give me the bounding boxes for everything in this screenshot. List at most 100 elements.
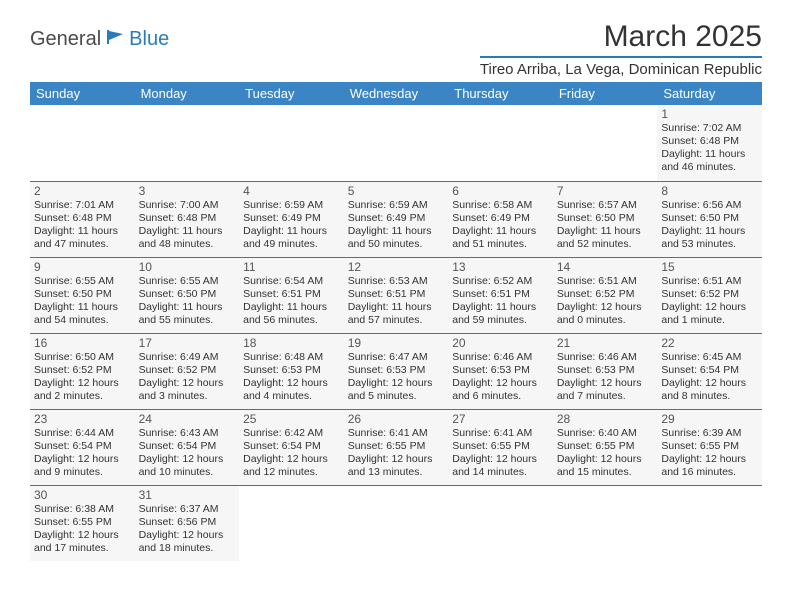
sunset-line: Sunset: 6:48 PM	[34, 212, 131, 225]
day-number: 21	[557, 336, 654, 350]
day-number: 14	[557, 260, 654, 274]
calendar-cell: 23Sunrise: 6:44 AMSunset: 6:54 PMDayligh…	[30, 409, 135, 485]
calendar-cell: 7Sunrise: 6:57 AMSunset: 6:50 PMDaylight…	[553, 181, 658, 257]
day-info: Sunrise: 6:51 AMSunset: 6:52 PMDaylight:…	[661, 275, 758, 328]
daylight-line: Daylight: 12 hours and 7 minutes.	[557, 377, 654, 403]
daylight-line: Daylight: 12 hours and 9 minutes.	[34, 453, 131, 479]
calendar-row: 16Sunrise: 6:50 AMSunset: 6:52 PMDayligh…	[30, 333, 762, 409]
calendar-cell: 3Sunrise: 7:00 AMSunset: 6:48 PMDaylight…	[135, 181, 240, 257]
calendar-cell: 9Sunrise: 6:55 AMSunset: 6:50 PMDaylight…	[30, 257, 135, 333]
calendar-cell: 17Sunrise: 6:49 AMSunset: 6:52 PMDayligh…	[135, 333, 240, 409]
calendar-cell: 1Sunrise: 7:02 AMSunset: 6:48 PMDaylight…	[657, 105, 762, 181]
sunrise-line: Sunrise: 6:49 AM	[139, 351, 236, 364]
day-number: 31	[139, 488, 236, 502]
daylight-line: Daylight: 12 hours and 16 minutes.	[661, 453, 758, 479]
sunset-line: Sunset: 6:50 PM	[34, 288, 131, 301]
day-number: 3	[139, 184, 236, 198]
day-number: 20	[452, 336, 549, 350]
logo: General Blue	[30, 28, 169, 51]
sunrise-line: Sunrise: 7:02 AM	[661, 122, 758, 135]
calendar-cell: 14Sunrise: 6:51 AMSunset: 6:52 PMDayligh…	[553, 257, 658, 333]
daylight-line: Daylight: 12 hours and 14 minutes.	[452, 453, 549, 479]
sunrise-line: Sunrise: 6:50 AM	[34, 351, 131, 364]
day-number: 28	[557, 412, 654, 426]
calendar-cell: 24Sunrise: 6:43 AMSunset: 6:54 PMDayligh…	[135, 409, 240, 485]
calendar-cell: 15Sunrise: 6:51 AMSunset: 6:52 PMDayligh…	[657, 257, 762, 333]
calendar-cell: 27Sunrise: 6:41 AMSunset: 6:55 PMDayligh…	[448, 409, 553, 485]
calendar-row: 30Sunrise: 6:38 AMSunset: 6:55 PMDayligh…	[30, 485, 762, 561]
sunset-line: Sunset: 6:54 PM	[34, 440, 131, 453]
daylight-line: Daylight: 12 hours and 13 minutes.	[348, 453, 445, 479]
calendar-cell: 20Sunrise: 6:46 AMSunset: 6:53 PMDayligh…	[448, 333, 553, 409]
day-info: Sunrise: 6:46 AMSunset: 6:53 PMDaylight:…	[557, 351, 654, 404]
calendar-cell: 13Sunrise: 6:52 AMSunset: 6:51 PMDayligh…	[448, 257, 553, 333]
day-info: Sunrise: 6:43 AMSunset: 6:54 PMDaylight:…	[139, 427, 236, 480]
sunrise-line: Sunrise: 6:43 AM	[139, 427, 236, 440]
day-info: Sunrise: 6:53 AMSunset: 6:51 PMDaylight:…	[348, 275, 445, 328]
day-info: Sunrise: 6:46 AMSunset: 6:53 PMDaylight:…	[452, 351, 549, 404]
sunrise-line: Sunrise: 7:01 AM	[34, 199, 131, 212]
calendar-row: 1Sunrise: 7:02 AMSunset: 6:48 PMDaylight…	[30, 105, 762, 181]
day-info: Sunrise: 6:55 AMSunset: 6:50 PMDaylight:…	[34, 275, 131, 328]
day-number: 6	[452, 184, 549, 198]
day-number: 23	[34, 412, 131, 426]
daylight-line: Daylight: 11 hours and 47 minutes.	[34, 225, 131, 251]
day-number: 26	[348, 412, 445, 426]
day-info: Sunrise: 6:45 AMSunset: 6:54 PMDaylight:…	[661, 351, 758, 404]
daylight-line: Daylight: 12 hours and 15 minutes.	[557, 453, 654, 479]
daylight-line: Daylight: 12 hours and 0 minutes.	[557, 301, 654, 327]
daylight-line: Daylight: 12 hours and 5 minutes.	[348, 377, 445, 403]
day-info: Sunrise: 6:51 AMSunset: 6:52 PMDaylight:…	[557, 275, 654, 328]
day-number: 2	[34, 184, 131, 198]
calendar-cell: 29Sunrise: 6:39 AMSunset: 6:55 PMDayligh…	[657, 409, 762, 485]
daylight-line: Daylight: 12 hours and 12 minutes.	[243, 453, 340, 479]
day-info: Sunrise: 6:59 AMSunset: 6:49 PMDaylight:…	[348, 199, 445, 252]
sunset-line: Sunset: 6:49 PM	[348, 212, 445, 225]
calendar-cell: 11Sunrise: 6:54 AMSunset: 6:51 PMDayligh…	[239, 257, 344, 333]
header: General Blue March 2025 Tireo Arriba, La…	[30, 20, 762, 78]
sunrise-line: Sunrise: 6:54 AM	[243, 275, 340, 288]
sunrise-line: Sunrise: 6:59 AM	[243, 199, 340, 212]
day-number: 11	[243, 260, 340, 274]
sunrise-line: Sunrise: 6:57 AM	[557, 199, 654, 212]
calendar-table: Sunday Monday Tuesday Wednesday Thursday…	[30, 82, 762, 561]
sunset-line: Sunset: 6:52 PM	[557, 288, 654, 301]
sunset-line: Sunset: 6:55 PM	[348, 440, 445, 453]
sunrise-line: Sunrise: 6:37 AM	[139, 503, 236, 516]
daylight-line: Daylight: 12 hours and 8 minutes.	[661, 377, 758, 403]
day-info: Sunrise: 6:39 AMSunset: 6:55 PMDaylight:…	[661, 427, 758, 480]
weekday-header: Wednesday	[344, 82, 449, 105]
sunset-line: Sunset: 6:54 PM	[243, 440, 340, 453]
daylight-line: Daylight: 12 hours and 4 minutes.	[243, 377, 340, 403]
calendar-cell: 5Sunrise: 6:59 AMSunset: 6:49 PMDaylight…	[344, 181, 449, 257]
weekday-header: Thursday	[448, 82, 553, 105]
day-number: 30	[34, 488, 131, 502]
sunrise-line: Sunrise: 6:47 AM	[348, 351, 445, 364]
weekday-header-row: Sunday Monday Tuesday Wednesday Thursday…	[30, 82, 762, 105]
daylight-line: Daylight: 11 hours and 48 minutes.	[139, 225, 236, 251]
day-info: Sunrise: 6:59 AMSunset: 6:49 PMDaylight:…	[243, 199, 340, 252]
daylight-line: Daylight: 11 hours and 53 minutes.	[661, 225, 758, 251]
calendar-cell	[448, 485, 553, 561]
sunrise-line: Sunrise: 6:45 AM	[661, 351, 758, 364]
calendar-cell	[344, 485, 449, 561]
day-info: Sunrise: 6:37 AMSunset: 6:56 PMDaylight:…	[139, 503, 236, 556]
day-number: 1	[661, 107, 758, 121]
sunset-line: Sunset: 6:53 PM	[348, 364, 445, 377]
calendar-row: 23Sunrise: 6:44 AMSunset: 6:54 PMDayligh…	[30, 409, 762, 485]
calendar-cell	[448, 105, 553, 181]
sunset-line: Sunset: 6:53 PM	[452, 364, 549, 377]
sunrise-line: Sunrise: 6:51 AM	[557, 275, 654, 288]
day-info: Sunrise: 6:50 AMSunset: 6:52 PMDaylight:…	[34, 351, 131, 404]
sunset-line: Sunset: 6:55 PM	[557, 440, 654, 453]
daylight-line: Daylight: 11 hours and 55 minutes.	[139, 301, 236, 327]
calendar-cell: 31Sunrise: 6:37 AMSunset: 6:56 PMDayligh…	[135, 485, 240, 561]
daylight-line: Daylight: 11 hours and 52 minutes.	[557, 225, 654, 251]
sunset-line: Sunset: 6:48 PM	[139, 212, 236, 225]
day-number: 15	[661, 260, 758, 274]
day-number: 16	[34, 336, 131, 350]
day-info: Sunrise: 6:47 AMSunset: 6:53 PMDaylight:…	[348, 351, 445, 404]
daylight-line: Daylight: 11 hours and 51 minutes.	[452, 225, 549, 251]
sunrise-line: Sunrise: 6:41 AM	[452, 427, 549, 440]
day-number: 7	[557, 184, 654, 198]
